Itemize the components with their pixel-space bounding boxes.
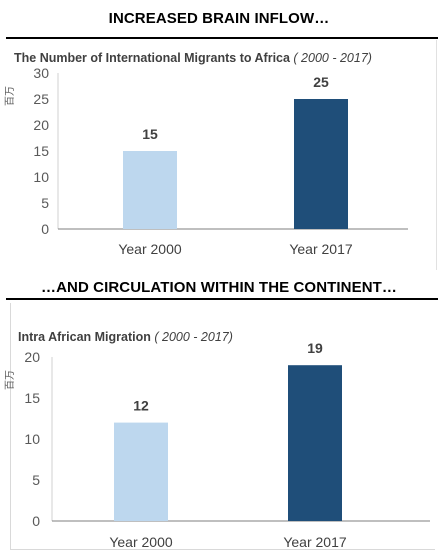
chart2-y-tick-label: 5	[32, 472, 40, 488]
chart1-bar-2	[294, 99, 348, 229]
chart1-bar-1	[123, 151, 177, 229]
chart1-y-tick-label: 30	[33, 65, 49, 81]
chart2-data-label-1: 12	[133, 398, 149, 414]
chart2-y-tick-label: 20	[24, 349, 40, 365]
chart1-x-tick-label-1: Year 2000	[118, 241, 182, 257]
panel-edge-top	[436, 40, 437, 270]
chart1-y-tick-label: 20	[33, 117, 49, 133]
chart2-x-tick-label-2: Year 2017	[283, 534, 347, 550]
headline-bottom: …AND CIRCULATION WITHIN THE CONTINENT…	[41, 279, 397, 296]
headline-bottom-divider	[6, 298, 438, 300]
chart1-data-label-2: 25	[313, 74, 329, 90]
chart1-title: The Number of International Migrants to …	[14, 51, 372, 65]
chart1-y-tick-label: 0	[41, 221, 49, 237]
headline-top: INCREASED BRAIN INFLOW…	[108, 10, 330, 27]
panel-frame-bottom	[10, 303, 435, 550]
chart2-x-tick-label-1: Year 2000	[109, 534, 173, 550]
chart1-y-tick-label: 5	[41, 195, 49, 211]
chart2-y-axis-label: 百万	[4, 370, 16, 390]
chart2-bar-1	[114, 422, 168, 521]
headline-top-divider	[6, 37, 438, 39]
chart1-y-axis-label: 百万	[4, 86, 16, 106]
chart2-y-tick-label: 0	[32, 513, 40, 529]
chart2-bar-2	[288, 365, 342, 521]
chart2-y-tick-label: 15	[24, 390, 40, 406]
chart1-x-tick-label-2: Year 2017	[289, 241, 353, 257]
chart1-y-tick-label: 15	[33, 143, 49, 159]
chart1-y-tick-label: 25	[33, 91, 49, 107]
chart1-data-label-1: 15	[142, 126, 158, 142]
chart2-y-tick-label: 10	[24, 431, 40, 447]
chart2-data-label-2: 19	[307, 340, 323, 356]
chart2-title: Intra African Migration ( 2000 - 2017)	[18, 330, 233, 344]
chart1-y-tick-label: 10	[33, 169, 49, 185]
